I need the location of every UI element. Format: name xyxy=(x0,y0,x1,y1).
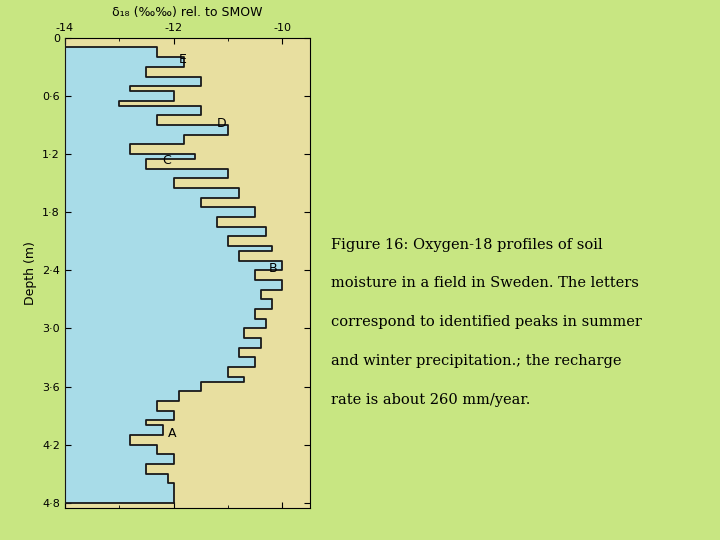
Text: C: C xyxy=(163,154,171,167)
Text: correspond to identified peaks in summer: correspond to identified peaks in summer xyxy=(331,315,642,329)
Text: and winter precipitation.; the recharge: and winter precipitation.; the recharge xyxy=(331,354,621,368)
Polygon shape xyxy=(65,38,282,503)
Text: E: E xyxy=(179,52,187,66)
X-axis label: δ₁₈ (‰‰) rel. to SMOW: δ₁₈ (‰‰) rel. to SMOW xyxy=(112,6,263,19)
Y-axis label: Depth (m): Depth (m) xyxy=(24,241,37,305)
Text: B: B xyxy=(269,262,277,275)
Text: A: A xyxy=(168,427,176,440)
Text: D: D xyxy=(217,117,227,130)
Text: rate is about 260 mm/year.: rate is about 260 mm/year. xyxy=(331,393,531,407)
Text: Figure 16: Oxygen-18 profiles of soil: Figure 16: Oxygen-18 profiles of soil xyxy=(331,238,603,252)
Text: moisture in a field in Sweden. The letters: moisture in a field in Sweden. The lette… xyxy=(331,276,639,291)
